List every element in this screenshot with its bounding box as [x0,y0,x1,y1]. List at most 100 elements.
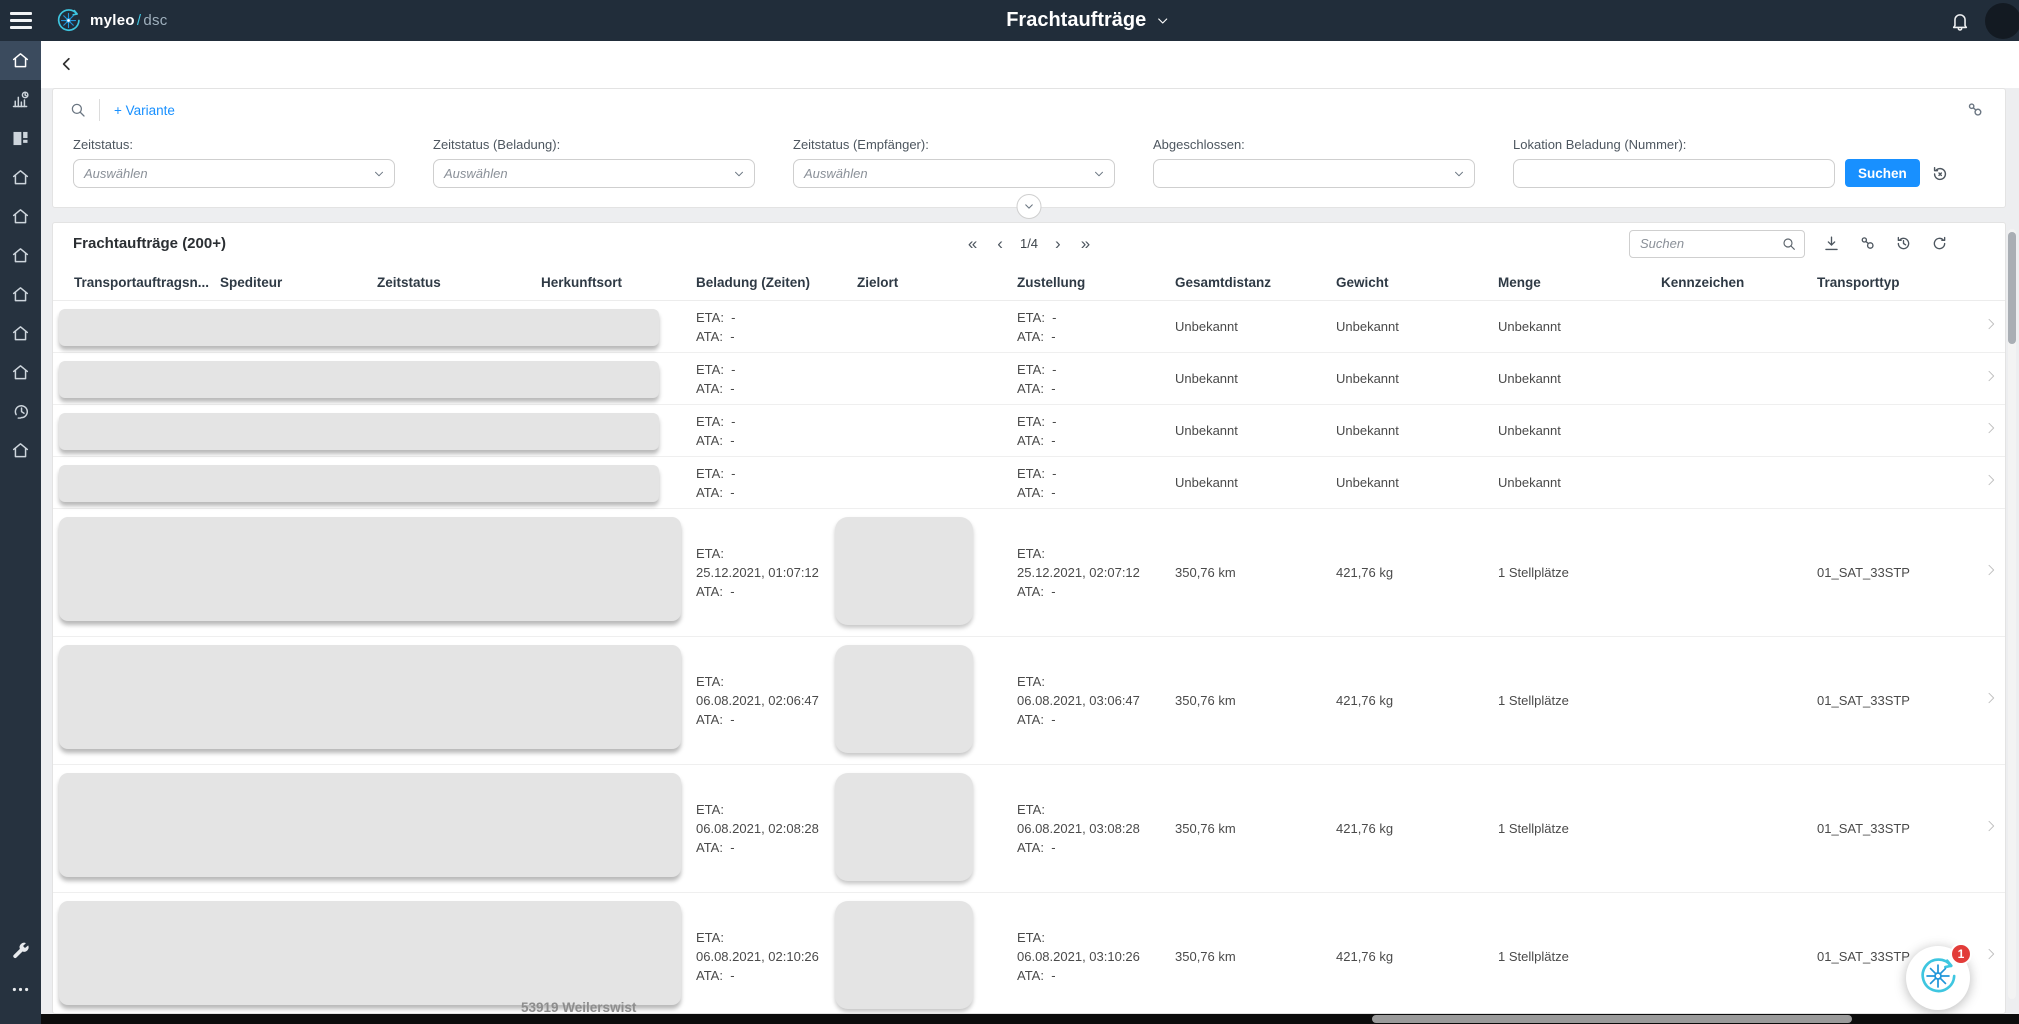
filter-fields: Zeitstatus: Auswählen Zeitstatus (Beladung… [53,131,2005,188]
filter-panel: + Variante Zeitstatus: Auswählen Zeitstatu… [52,88,2006,219]
column-header[interactable]: Spediteur [220,274,283,290]
freight-orders-table: Frachtaufträge (200+) « ‹ 1/4 › » [52,222,2006,1014]
table-row[interactable]: ETA: - ATA: - ETA: - ATA: - Unbekannt Unbekan… [53,405,2005,457]
page-title-dropdown[interactable]: Frachtaufträge [1006,0,1170,41]
column-header[interactable]: Beladung (Zeiten) [696,274,810,290]
table-search-input[interactable] [1630,236,1770,251]
horizontal-scrollbar[interactable] [41,1014,2019,1024]
row-chevron-right-icon[interactable] [1983,472,2005,493]
chevron-down-icon [372,167,386,181]
sidebar-item-clock-24-9[interactable]: 24 [0,392,41,431]
sidebar-item-home-6[interactable] [0,275,41,314]
assistant-fab-button[interactable]: 1 [1906,943,1972,1010]
column-header[interactable]: Zielort [857,274,899,290]
vertical-scrollbar-thumb[interactable] [2008,232,2016,344]
chevron-down-icon [732,167,746,181]
wrench-icon [10,940,31,961]
sidebar-item-home-10[interactable] [0,431,41,470]
sidebar-item-home-3[interactable] [0,158,41,197]
column-header[interactable]: Menge [1498,274,1541,290]
filter-label: Lokation Beladung (Nummer): [1513,137,1687,152]
filter-label: Abgeschlossen: [1153,137,1245,152]
sidebar-item-home-0[interactable] [0,41,41,80]
history-icon[interactable] [1894,234,1913,253]
reset-icon[interactable] [1930,164,1950,184]
collapse-filters-button[interactable] [1016,194,1042,219]
menu-icon[interactable] [0,0,41,41]
chevron-down-icon [1092,167,1106,181]
sidebar-item-home-5[interactable] [0,236,41,275]
column-header-row: Transportauftragsn... Spediteur Zeitstatus… [53,264,2005,301]
table-row[interactable]: ETA: 06.08.2021, 02:06:47 ATA: - ETA: 06.08.… [53,637,2005,765]
table-row[interactable]: ETA: 06.08.2021, 02:10:26 ATA: - ETA: 06.08.… [53,893,2005,1013]
filter-select-0[interactable]: Auswählen [73,159,395,188]
avatar[interactable] [1985,2,2019,39]
lokation-beladung-input[interactable] [1524,160,1806,187]
table-row[interactable]: ETA: - ATA: - ETA: - ATA: - Unbekannt Unbekan… [53,457,2005,509]
home-icon [10,50,31,71]
filter-text-input[interactable] [1513,159,1835,188]
menge-cell: 1 Stellplätze [1498,693,1569,708]
column-header[interactable]: Transporttyp [1817,274,1900,290]
home-icon [10,284,31,305]
gesamtdistanz-cell: Unbekannt [1175,371,1238,386]
gesamtdistanz-cell: Unbekannt [1175,475,1238,490]
download-icon[interactable] [1822,234,1841,253]
column-header[interactable]: Herkunftsort [541,274,623,290]
row-chevron-right-icon[interactable] [1983,818,2005,839]
filter-select-3[interactable] [1153,159,1475,188]
table-row[interactable]: ETA: 25.12.2021, 01:07:12 ATA: - ETA: 25.12.… [53,509,2005,637]
column-header[interactable]: Transportauftragsn... [74,274,210,290]
row-chevron-right-icon[interactable] [1983,562,2005,583]
table-row[interactable]: ETA: 06.08.2021, 02:08:28 ATA: - ETA: 06.08.… [53,765,2005,893]
column-header[interactable]: Gewicht [1336,274,1389,290]
variants-icon[interactable] [1965,100,1985,120]
transporttyp-cell: 01_SAT_33STP [1817,949,1910,964]
search-icon[interactable] [69,101,87,119]
home-icon [10,167,31,188]
row-chevron-right-icon[interactable] [1983,690,2005,711]
pagination: « ‹ 1/4 › » [963,234,1095,254]
sidebar-item-ellipsis[interactable] [0,970,41,1009]
sidebar-item-dashboard-2[interactable] [0,119,41,158]
table-search [1629,229,1805,258]
gewicht-cell: Unbekannt [1336,475,1399,490]
first-page-button[interactable]: « [967,233,978,253]
row-chevron-right-icon[interactable] [1983,420,2005,441]
brand[interactable]: myleo / dsc [55,7,168,34]
row-chevron-right-icon[interactable] [1983,316,2005,337]
menge-cell: Unbekannt [1498,475,1561,490]
prev-page-button[interactable]: ‹ [997,233,1003,253]
column-header[interactable]: Kennzeichen [1661,274,1745,290]
refresh-icon[interactable] [1930,234,1949,253]
table-row[interactable]: ETA: - ATA: - ETA: - ATA: - Unbekannt Unbekan… [53,353,2005,405]
column-header[interactable]: Zustellung [1017,274,1086,290]
select-placeholder: Auswählen [804,166,868,181]
sidebar-item-home-8[interactable] [0,353,41,392]
filter-select-1[interactable]: Auswählen [433,159,755,188]
sidebar-item-chart-clock-1[interactable] [0,80,41,119]
search-icon[interactable] [1781,236,1797,252]
suchen-button[interactable]: Suchen [1845,159,1920,187]
horizontal-scrollbar-thumb[interactable] [1372,1015,1852,1023]
sidebar-item-wrench[interactable] [0,931,41,970]
vertical-scrollbar[interactable] [2008,229,2016,999]
sidebar-item-home-7[interactable] [0,314,41,353]
home-icon [10,362,31,383]
row-chevron-right-icon[interactable] [1983,368,2005,389]
sidebar-item-home-4[interactable] [0,197,41,236]
column-header[interactable]: Gesamtdistanz [1175,274,1272,290]
column-header[interactable]: Zeitstatus [377,274,441,290]
table-header: Frachtaufträge (200+) « ‹ 1/4 › » [53,223,2005,264]
last-page-button[interactable]: » [1080,233,1091,253]
row-chevron-right-icon[interactable] [1983,946,2005,967]
chevron-down-icon [1157,17,1167,24]
back-button[interactable] [58,55,78,75]
eta-ata-cell: ETA: 06.08.2021, 03:08:28 ATA: - [1017,802,1140,855]
add-variante-link[interactable]: + Variante [114,102,175,118]
bell-icon[interactable] [1949,10,1971,32]
table-row[interactable]: ETA: - ATA: - ETA: - ATA: - Unbekannt Unbekan… [53,301,2005,353]
variants-icon[interactable] [1858,234,1877,253]
next-page-button[interactable]: › [1055,233,1061,253]
filter-select-2[interactable]: Auswählen [793,159,1115,188]
